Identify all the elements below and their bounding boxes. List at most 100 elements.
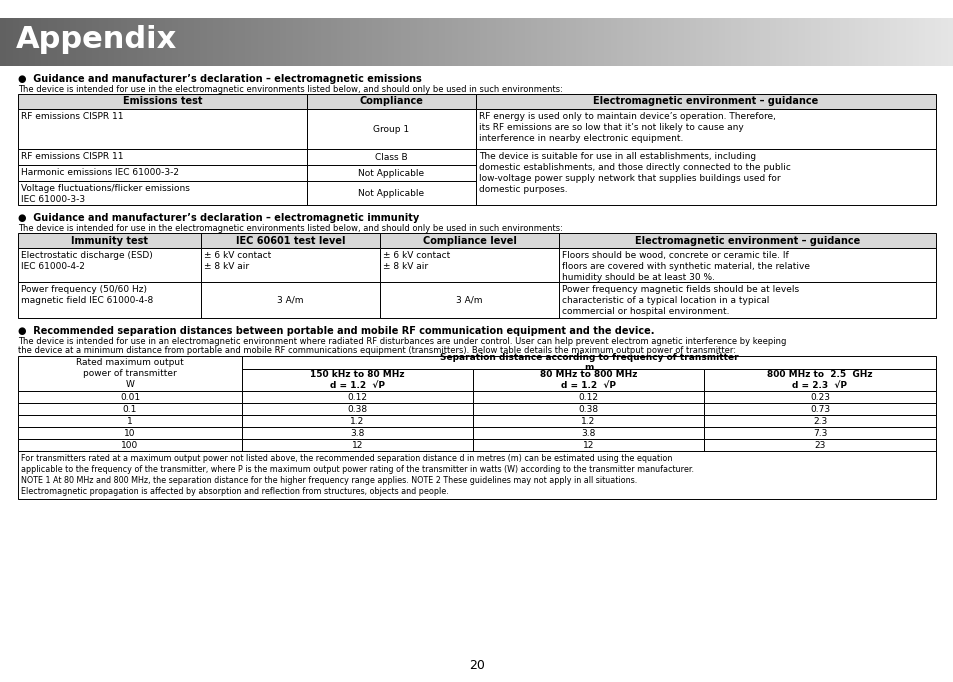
Bar (874, 18, 878, 66)
Bar (18, 415, 242, 427)
Bar (836, 18, 840, 66)
Bar (645, 18, 649, 66)
Bar (350, 18, 354, 66)
Text: 0.12: 0.12 (347, 393, 367, 402)
Bar (600, 18, 604, 66)
Text: RF emissions CISPR 11: RF emissions CISPR 11 (21, 152, 123, 161)
Bar (67, 18, 71, 66)
Bar (181, 18, 185, 66)
Bar (98, 18, 103, 66)
Bar (781, 18, 785, 66)
Bar (617, 18, 620, 66)
Bar (369, 18, 373, 66)
Bar (922, 18, 925, 66)
Bar (305, 18, 309, 66)
Bar (152, 18, 156, 66)
Bar (0, 18, 4, 66)
Text: 100: 100 (121, 441, 138, 449)
Bar (689, 18, 694, 66)
Bar (121, 18, 125, 66)
Bar (451, 18, 456, 66)
Bar (798, 18, 801, 66)
Text: IEC 60601 test level: IEC 60601 test level (235, 235, 345, 246)
Bar (534, 18, 537, 66)
Bar (832, 18, 837, 66)
Text: Rated maximum output
power of transmitter
W: Rated maximum output power of transmitte… (76, 358, 184, 389)
Text: Power frequency magnetic fields should be at levels
characteristic of a typical : Power frequency magnetic fields should b… (561, 285, 799, 316)
Bar (29, 18, 32, 66)
Bar (307, 149, 476, 165)
Bar (362, 18, 366, 66)
Bar (877, 18, 881, 66)
Text: The device is intended for use in the electromagnetic environments listed below,: The device is intended for use in the el… (18, 224, 562, 233)
Bar (379, 282, 558, 318)
Bar (817, 18, 821, 66)
Bar (603, 18, 608, 66)
Bar (131, 18, 134, 66)
Bar (508, 18, 513, 66)
Bar (64, 18, 68, 66)
Bar (521, 18, 525, 66)
Bar (626, 18, 630, 66)
Bar (242, 415, 473, 427)
Bar (943, 18, 947, 66)
Bar (686, 18, 690, 66)
Bar (813, 18, 818, 66)
Bar (598, 18, 601, 66)
Bar (159, 18, 163, 66)
Bar (307, 165, 476, 181)
Bar (419, 18, 423, 66)
Bar (648, 18, 652, 66)
Bar (102, 18, 106, 66)
Bar (18, 356, 242, 391)
Bar (379, 248, 558, 282)
Bar (674, 18, 678, 66)
Bar (22, 18, 27, 66)
Bar (143, 18, 147, 66)
Bar (737, 18, 741, 66)
Bar (575, 18, 579, 66)
Bar (931, 18, 935, 66)
Bar (378, 18, 382, 66)
Bar (493, 18, 497, 66)
Bar (558, 248, 935, 282)
Bar (400, 18, 404, 66)
Text: 3 A/m: 3 A/m (277, 295, 303, 304)
Bar (112, 18, 115, 66)
Text: Class B: Class B (375, 153, 407, 162)
Bar (384, 18, 389, 66)
Bar (556, 18, 560, 66)
Bar (210, 18, 213, 66)
Bar (667, 18, 671, 66)
Bar (12, 18, 17, 66)
Bar (779, 18, 782, 66)
Bar (703, 391, 935, 403)
Bar (388, 18, 392, 66)
Bar (826, 18, 830, 66)
Bar (193, 18, 198, 66)
Text: 0.1: 0.1 (123, 404, 137, 413)
Bar (257, 18, 261, 66)
Bar (762, 18, 766, 66)
Bar (324, 18, 328, 66)
Bar (756, 18, 760, 66)
Bar (73, 18, 77, 66)
Bar (639, 18, 642, 66)
Bar (286, 18, 290, 66)
Bar (794, 18, 799, 66)
Bar (664, 18, 668, 66)
Text: 800 MHz to  2.5  GHz
d = 2.3  √P: 800 MHz to 2.5 GHz d = 2.3 √P (766, 370, 872, 390)
Bar (702, 18, 706, 66)
Bar (334, 18, 337, 66)
Bar (448, 18, 452, 66)
Bar (927, 18, 932, 66)
Bar (476, 18, 480, 66)
Bar (26, 18, 30, 66)
Bar (473, 369, 703, 391)
Bar (619, 18, 623, 66)
Text: 10: 10 (124, 428, 135, 437)
Bar (394, 18, 398, 66)
Bar (473, 391, 703, 403)
Bar (248, 18, 252, 66)
Text: Electromagnetic environment – guidance: Electromagnetic environment – guidance (634, 235, 860, 246)
